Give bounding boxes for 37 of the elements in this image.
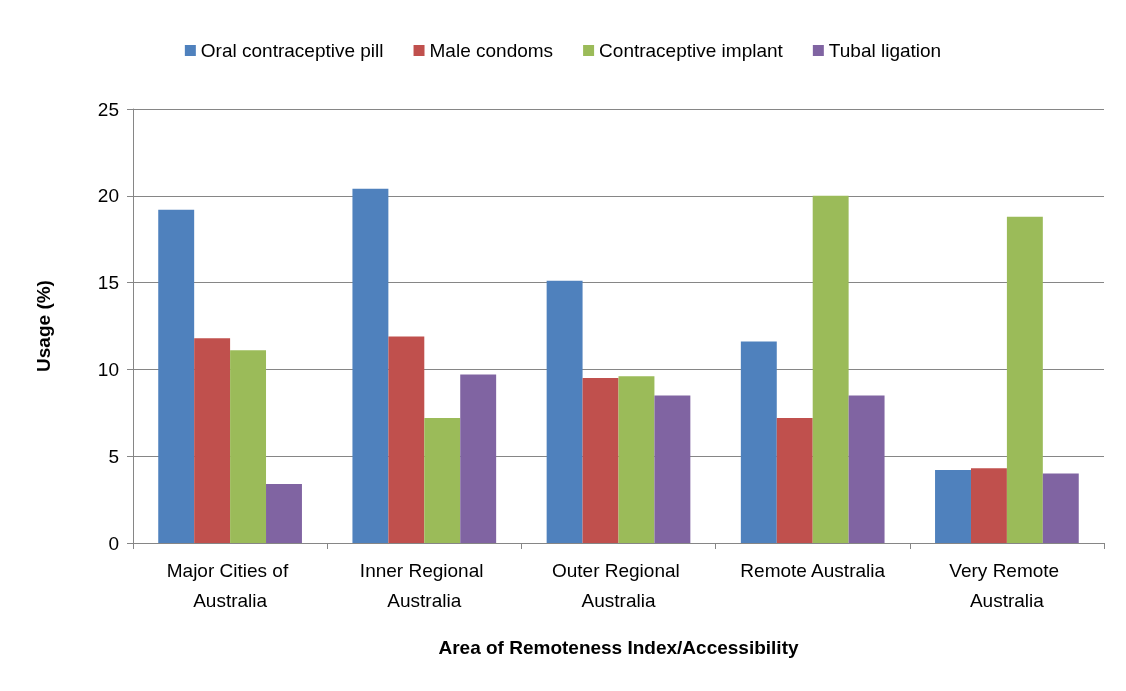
x-tick-label: Very Remote Australia <box>949 559 1065 611</box>
y-axis-title: Usage (%) <box>33 280 54 372</box>
x-tick-label: Outer Regional Australia <box>551 559 686 611</box>
bar <box>776 418 813 543</box>
bar <box>460 374 497 543</box>
x-tick-label: Remote Australia <box>740 559 886 581</box>
bar <box>740 341 777 543</box>
legend-label: Oral contraceptive pill <box>200 40 384 61</box>
x-tick-label: Major Cities of Australia <box>166 559 294 611</box>
bar <box>618 376 655 543</box>
bar <box>266 483 302 543</box>
x-tick-label: Inner Regional Australia <box>359 559 489 611</box>
y-tick-label: 10 <box>97 358 119 380</box>
bar <box>1042 473 1079 543</box>
y-tick-label: 5 <box>108 445 119 467</box>
y-tick-label: 20 <box>97 185 119 207</box>
y-tick-label: 0 <box>108 532 119 554</box>
bar <box>158 209 195 543</box>
bar <box>812 195 849 543</box>
bar <box>582 378 619 543</box>
y-tick-label: 25 <box>97 98 119 120</box>
legend-label: Male condoms <box>429 40 554 61</box>
bar <box>546 280 583 543</box>
bar <box>194 338 231 543</box>
legend-label: Contraceptive implant <box>599 40 784 61</box>
bar <box>935 470 971 543</box>
bar <box>230 350 267 543</box>
bar <box>424 418 461 543</box>
bar <box>352 188 389 543</box>
bar <box>654 395 691 543</box>
bar <box>970 468 1007 543</box>
bar <box>1006 216 1043 543</box>
x-axis-title: Area of Remoteness Index/Accessibility <box>438 637 799 658</box>
bar <box>388 336 425 543</box>
legend-label: Tubal ligation <box>828 40 942 61</box>
bar <box>848 395 885 543</box>
y-tick-label: 15 <box>97 272 119 294</box>
